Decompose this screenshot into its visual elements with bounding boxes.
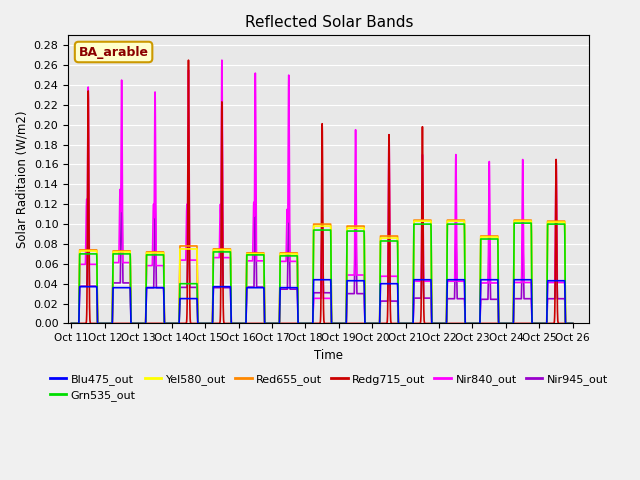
Grn535_out	[154, 252, 162, 258]
Grn535_out	[510, 220, 518, 226]
Nir840_out	[68, 321, 76, 326]
Blu475_out	[282, 285, 289, 290]
Yel580_out	[125, 249, 132, 255]
Redg715_out	[282, 321, 289, 326]
Line: Red655_out: Red655_out	[72, 220, 573, 324]
Redg715_out	[559, 321, 567, 326]
Grn535_out	[559, 221, 567, 227]
Nir945_out	[118, 185, 125, 191]
Red655_out	[569, 321, 577, 326]
Yel580_out	[569, 321, 577, 326]
Red655_out	[282, 250, 289, 256]
Redg715_out	[569, 321, 577, 326]
Redg715_out	[505, 321, 513, 326]
Yel580_out	[410, 218, 418, 224]
Yel580_out	[559, 219, 567, 225]
Redg715_out	[154, 321, 162, 326]
Nir840_out	[282, 258, 289, 264]
Yel580_out	[282, 251, 289, 257]
Red655_out	[154, 249, 162, 255]
Grn535_out	[260, 252, 268, 258]
Yel580_out	[505, 321, 513, 326]
Redg715_out	[68, 321, 76, 326]
Red655_out	[559, 218, 567, 224]
Nir945_out	[68, 321, 76, 326]
Red655_out	[505, 321, 513, 326]
Nir840_out	[559, 279, 567, 285]
Grn535_out	[68, 321, 76, 326]
X-axis label: Time: Time	[314, 349, 343, 362]
Nir840_out	[505, 321, 513, 326]
Red655_out	[410, 217, 418, 223]
Redg715_out	[125, 321, 132, 326]
Red655_out	[68, 321, 76, 326]
Nir945_out	[559, 296, 567, 301]
Line: Nir840_out: Nir840_out	[72, 60, 573, 324]
Nir840_out	[218, 57, 226, 63]
Yel580_out	[68, 321, 76, 326]
Red655_out	[125, 248, 132, 254]
Red655_out	[260, 250, 268, 256]
Nir840_out	[154, 263, 162, 268]
Grn535_out	[569, 321, 577, 326]
Nir840_out	[569, 321, 577, 326]
Grn535_out	[125, 251, 132, 257]
Line: Blu475_out: Blu475_out	[72, 280, 573, 324]
Legend: Blu475_out, Grn535_out, Yel580_out, Red655_out, Redg715_out, Nir840_out, Nir945_: Blu475_out, Grn535_out, Yel580_out, Red6…	[45, 369, 612, 406]
Yel580_out	[260, 251, 268, 257]
Blu475_out	[125, 285, 132, 290]
Nir945_out	[569, 321, 577, 326]
Yel580_out	[154, 250, 162, 256]
Text: BA_arable: BA_arable	[79, 46, 148, 59]
Blu475_out	[559, 278, 567, 284]
Redg715_out	[184, 57, 192, 63]
Line: Nir945_out: Nir945_out	[72, 188, 573, 324]
Blu475_out	[154, 285, 162, 290]
Blu475_out	[505, 321, 513, 326]
Blu475_out	[310, 277, 317, 283]
Grn535_out	[282, 253, 289, 259]
Blu475_out	[68, 321, 76, 326]
Nir945_out	[505, 321, 513, 326]
Nir840_out	[260, 258, 268, 264]
Nir945_out	[155, 285, 163, 290]
Line: Redg715_out: Redg715_out	[72, 60, 573, 324]
Nir945_out	[282, 286, 289, 292]
Line: Yel580_out: Yel580_out	[72, 221, 573, 324]
Grn535_out	[505, 321, 513, 326]
Redg715_out	[260, 321, 268, 326]
Line: Grn535_out: Grn535_out	[72, 223, 573, 324]
Nir945_out	[260, 284, 268, 290]
Nir840_out	[125, 260, 132, 265]
Title: Reflected Solar Bands: Reflected Solar Bands	[244, 15, 413, 30]
Blu475_out	[260, 285, 268, 290]
Nir945_out	[125, 280, 132, 286]
Blu475_out	[569, 321, 577, 326]
Y-axis label: Solar Raditaion (W/m2): Solar Raditaion (W/m2)	[15, 110, 28, 248]
